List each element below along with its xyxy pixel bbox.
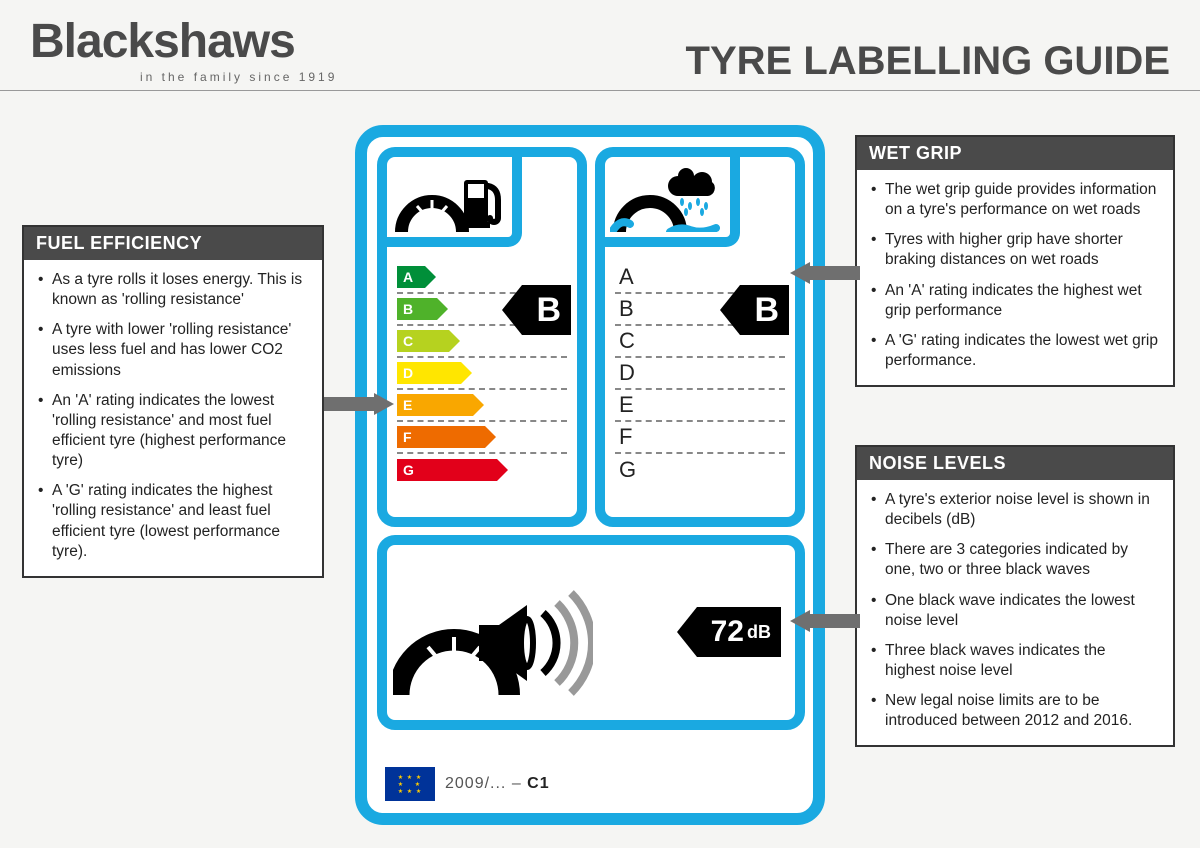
callout-item: There are 3 categories indicated by one,… — [871, 540, 1159, 580]
fuel-rating-pointer: B — [502, 285, 571, 335]
callout-title: WET GRIP — [857, 137, 1173, 170]
fuel-grade-arrow: G — [397, 459, 497, 481]
callout-item: An 'A' rating indicates the highest wet … — [871, 281, 1159, 321]
fuel-grade-arrow: E — [397, 394, 473, 416]
eu-flag-icon: ★ ★ ★★ ★★ ★ ★ — [385, 767, 435, 801]
page-header: Blackshaws in the family since 1919 TYRE… — [0, 0, 1200, 91]
callout-item: Tyres with higher grip have shorter brak… — [871, 230, 1159, 270]
callout-item: Three black waves indicates the highest … — [871, 641, 1159, 681]
connector-arrow-fuel — [324, 393, 394, 415]
wet-grade-row: F — [615, 422, 785, 454]
noise-db-unit: dB — [747, 622, 771, 643]
fuel-grade-arrow: C — [397, 330, 449, 352]
wet-grade-row: D — [615, 358, 785, 390]
connector-arrow-noise — [790, 610, 860, 632]
regulation-text: 2009/... – C1 — [445, 775, 550, 793]
tyre-label-card: ABCDEFG B ABCDEFG — [355, 125, 825, 825]
callout-title: FUEL EFFICIENCY — [24, 227, 322, 260]
wet-rating-pointer: B — [720, 285, 789, 335]
wet-grip-tyre-icon — [605, 157, 740, 247]
fuel-grade-arrow: A — [397, 266, 425, 288]
wet-grade-letter: F — [615, 424, 632, 450]
connector-arrow-wet — [790, 262, 860, 284]
fuel-grade-row: E — [397, 390, 567, 422]
fuel-grade-arrow: D — [397, 362, 461, 384]
wet-grade-letter: C — [615, 328, 635, 354]
noise-db-value: 72 — [711, 615, 744, 649]
noise-tyre-speaker-icon — [393, 555, 593, 705]
noise-pointer: 72 dB — [677, 607, 781, 657]
wet-grade-row: E — [615, 390, 785, 422]
callout-noise-levels: NOISE LEVELS A tyre's exterior noise lev… — [855, 445, 1175, 747]
callout-title: NOISE LEVELS — [857, 447, 1173, 480]
fuel-grade-row: D — [397, 358, 567, 390]
callout-item: As a tyre rolls it loses energy. This is… — [38, 270, 308, 310]
page-title: TYRE LABELLING GUIDE — [686, 39, 1170, 84]
wet-grade-letter: A — [615, 264, 634, 290]
fuel-rating-value: B — [522, 285, 571, 335]
wet-grade-letter: G — [615, 457, 636, 483]
wet-grade-letter: D — [615, 360, 635, 386]
callout-item: An 'A' rating indicates the lowest 'roll… — [38, 391, 308, 472]
fuel-grade-row: G — [397, 454, 567, 486]
wet-rating-value: B — [740, 285, 789, 335]
callout-item: A tyre with lower 'rolling resistance' u… — [38, 320, 308, 380]
panel-noise: 72 dB — [377, 535, 805, 730]
brand-block: Blackshaws in the family since 1919 — [30, 18, 337, 84]
fuel-grade-row: F — [397, 422, 567, 454]
fuel-pump-tyre-icon — [387, 157, 522, 247]
panel-fuel-efficiency: ABCDEFG B — [377, 147, 587, 527]
brand-name: Blackshaws — [30, 18, 337, 66]
callout-fuel-efficiency: FUEL EFFICIENCY As a tyre rolls it loses… — [22, 225, 324, 578]
panel-wet-grip: ABCDEFG B — [595, 147, 805, 527]
callout-wet-grip: WET GRIP The wet grip guide provides inf… — [855, 135, 1175, 387]
fuel-grade-arrow: F — [397, 426, 485, 448]
brand-tagline: in the family since 1919 — [30, 70, 337, 84]
callout-item: The wet grip guide provides information … — [871, 180, 1159, 220]
callout-item: A tyre's exterior noise level is shown i… — [871, 490, 1159, 530]
callout-item: A 'G' rating indicates the highest 'roll… — [38, 481, 308, 562]
fuel-grade-arrow: B — [397, 298, 437, 320]
wet-grade-letter: B — [615, 296, 634, 322]
callout-item: A 'G' rating indicates the lowest wet gr… — [871, 331, 1159, 371]
callout-item: New legal noise limits are to be introdu… — [871, 691, 1159, 731]
callout-item: One black wave indicates the lowest nois… — [871, 591, 1159, 631]
wet-grade-letter: E — [615, 392, 634, 418]
regulation-row: ★ ★ ★★ ★★ ★ ★ 2009/... – C1 — [385, 767, 550, 801]
wet-grade-row: G — [615, 454, 785, 486]
